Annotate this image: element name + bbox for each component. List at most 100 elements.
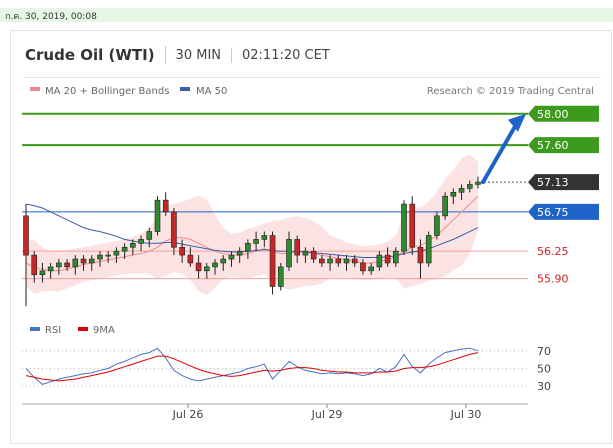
- candles-layer: [23, 176, 481, 307]
- candle-body: [434, 215, 440, 236]
- candle-body: [245, 243, 251, 252]
- candle-body: [121, 246, 128, 252]
- candle-body: [310, 250, 317, 260]
- rsi-line: [25, 347, 479, 385]
- bollinger-band-area: [26, 154, 478, 296]
- candle-body: [39, 270, 46, 276]
- candle-body: [417, 246, 424, 264]
- candle-body: [80, 258, 87, 264]
- candle-body: [409, 203, 416, 248]
- candle-body: [401, 203, 407, 252]
- rsi-tick-labels: 70 50 30: [537, 345, 551, 393]
- candle-body: [442, 195, 448, 217]
- candle-body: [368, 266, 374, 272]
- x-label-2: Jul 30: [450, 408, 482, 421]
- candle-body: [97, 254, 103, 260]
- candle-body: [212, 262, 218, 268]
- candle-body: [277, 266, 284, 287]
- level-badge-58.00: [528, 105, 599, 122]
- candle-body: [88, 258, 95, 264]
- level-label-57.13: 57.13: [537, 176, 569, 189]
- rsi-tick-30: 30: [537, 380, 551, 393]
- candle-body: [261, 235, 268, 240]
- candle-body: [105, 254, 111, 257]
- candle-body: [450, 191, 457, 197]
- level-badge-56.75: [528, 203, 599, 220]
- candle-body: [162, 199, 169, 213]
- level-labels: 58.00 57.60 57.13 56.75 56.25 55.90: [528, 105, 599, 286]
- ma9-line: [25, 352, 479, 382]
- level-badge-57.13: [528, 174, 599, 191]
- candle-body: [154, 199, 161, 232]
- candle-body: [393, 250, 399, 264]
- moving-average-layer: [25, 195, 479, 272]
- level-badge-57.60: [528, 137, 599, 154]
- candle-body: [351, 258, 358, 264]
- date-bar: ก.ค. 30, 2019, 00:08: [0, 8, 613, 22]
- candle-body: [72, 258, 79, 268]
- candle-body: [425, 235, 432, 264]
- ma9-legend-label: 9MA: [93, 325, 115, 336]
- date-label: ก.ค. 30, 2019, 00:08: [5, 12, 97, 22]
- level-label-56.25: 56.25: [537, 245, 569, 258]
- candle-body: [253, 239, 259, 244]
- candle-body: [319, 258, 325, 264]
- ma20-legend-label: MA 20 + Bollinger Bands: [45, 86, 169, 97]
- ma20-legend-swatch: [30, 87, 40, 91]
- level-label-58.00: 58.00: [537, 108, 569, 121]
- level-label-55.90: 55.90: [537, 273, 569, 286]
- candle-body: [458, 188, 465, 193]
- x-axis: Jul 26 Jul 29 Jul 30: [172, 404, 482, 421]
- ma20-line: [25, 195, 479, 272]
- candle-body: [475, 181, 481, 185]
- candle-body: [343, 258, 350, 264]
- candle-body: [294, 239, 301, 256]
- candle-body: [204, 266, 210, 272]
- instrument-title: Crude Oil (WTI): [25, 46, 166, 64]
- candle-body: [179, 246, 185, 256]
- candle-body: [23, 215, 29, 256]
- candle-body: [269, 235, 276, 287]
- candle-body: [31, 254, 38, 276]
- candle-body: [376, 254, 383, 268]
- rsi-tick-50: 50: [537, 363, 551, 376]
- candle-body: [56, 262, 62, 268]
- rsi-legend-label: RSI: [45, 325, 61, 336]
- candle-body: [327, 258, 333, 264]
- rsi-tick-70: 70: [537, 345, 551, 358]
- candle-body: [335, 258, 342, 264]
- header-divider: [23, 77, 601, 78]
- candle-body: [47, 266, 54, 272]
- bollinger-band-layer: [26, 154, 478, 296]
- candle-body: [195, 262, 202, 272]
- forecast-arrow-shaft: [481, 122, 518, 185]
- level-label-57.60: 57.60: [537, 139, 569, 152]
- x-label-1: Jul 29: [311, 408, 343, 421]
- chart-header: Crude Oil (WTI) 30 MIN 02:11:20 CET: [25, 43, 340, 67]
- rsi-layer: [22, 347, 528, 387]
- candle-body: [64, 262, 70, 268]
- candle-body: [187, 254, 194, 264]
- rsi-legend-swatch: [30, 327, 40, 331]
- timeframe-label: 30 MIN: [166, 47, 232, 63]
- ma50-line: [25, 203, 479, 258]
- candle-body: [146, 231, 153, 240]
- candle-body: [236, 250, 243, 256]
- candle-body: [171, 211, 177, 248]
- candle-body: [228, 254, 235, 260]
- candle-body: [384, 254, 391, 264]
- x-label-0: Jul 26: [172, 408, 204, 421]
- forecast-arrow-head: [508, 113, 526, 132]
- copyright-label: Research © 2019 Trading Central: [427, 86, 594, 97]
- forecast-arrow-layer: [481, 113, 526, 185]
- ma50-legend-swatch: [180, 87, 190, 91]
- candle-body: [286, 239, 292, 268]
- ma9-legend-swatch: [78, 327, 88, 331]
- candle-body: [302, 250, 309, 256]
- candle-body: [113, 250, 120, 256]
- candle-body: [130, 243, 136, 248]
- candle-body: [138, 239, 144, 244]
- candle-body: [360, 262, 366, 272]
- clock-label: 02:11:20 CET: [242, 47, 330, 63]
